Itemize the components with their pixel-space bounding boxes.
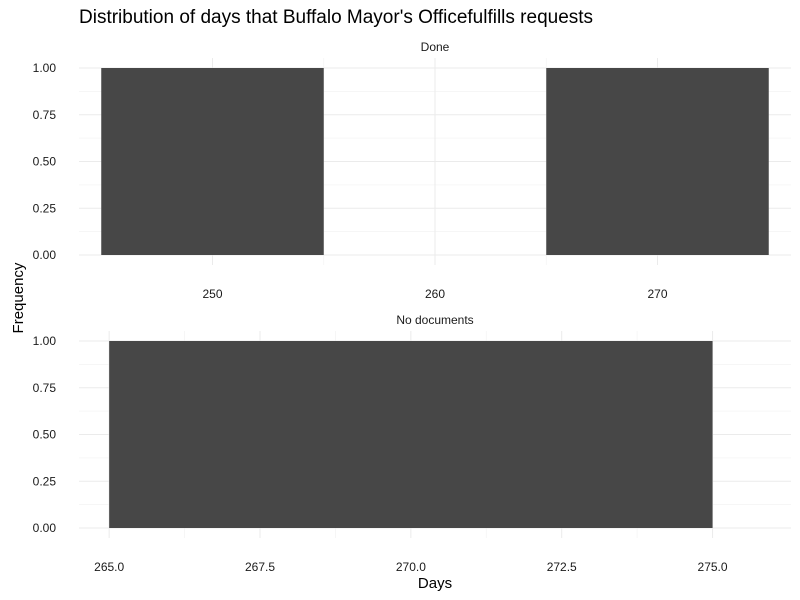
strip-label-no-documents: No documents <box>396 313 473 327</box>
y-tick-label: 1.00 <box>33 334 57 348</box>
chart-title: Distribution of days that Buffalo Mayor'… <box>79 7 593 28</box>
x-axis-title: Days <box>418 575 452 592</box>
bars <box>101 68 769 255</box>
y-tick-label: 0.25 <box>33 474 57 488</box>
x-tick-label: 270 <box>647 287 667 301</box>
panel-done: Done 0.00 0.25 0.50 0.75 1.00 250 260 270 <box>33 40 791 301</box>
x-tick-label: 260 <box>425 287 445 301</box>
bars <box>109 341 713 528</box>
x-tick-label: 265.0 <box>94 560 124 574</box>
histogram-bar <box>109 341 713 528</box>
y-tick-label: 0.00 <box>33 521 57 535</box>
y-tick-label: 0.50 <box>33 155 57 169</box>
y-tick-label: 0.75 <box>33 381 57 395</box>
y-tick-label: 0.00 <box>33 248 57 262</box>
x-tick-label: 267.5 <box>245 560 275 574</box>
x-tick-labels: 265.0 267.5 270.0 272.5 275.0 <box>94 560 728 574</box>
x-tick-label: 250 <box>202 287 222 301</box>
x-tick-labels: 250 260 270 <box>202 287 667 301</box>
y-tick-label: 0.75 <box>33 108 57 122</box>
y-tick-label: 1.00 <box>33 61 57 75</box>
x-tick-label: 275.0 <box>698 560 728 574</box>
y-axis-title: Frequency <box>10 262 27 333</box>
x-tick-label: 272.5 <box>547 560 577 574</box>
histogram-bar <box>101 68 324 255</box>
y-tick-label: 0.50 <box>33 428 57 442</box>
x-tick-label: 270.0 <box>396 560 426 574</box>
y-tick-label: 0.25 <box>33 201 57 215</box>
strip-label-done: Done <box>421 40 450 54</box>
y-tick-labels: 0.00 0.25 0.50 0.75 1.00 <box>33 61 57 262</box>
histogram-bar <box>546 68 769 255</box>
y-tick-labels: 0.00 0.25 0.50 0.75 1.00 <box>33 334 57 535</box>
